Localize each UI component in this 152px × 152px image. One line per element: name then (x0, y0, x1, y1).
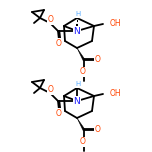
Text: OH: OH (110, 90, 122, 98)
Polygon shape (77, 118, 85, 131)
Text: H: H (75, 81, 81, 87)
Text: O: O (80, 138, 86, 147)
Text: N: N (74, 97, 80, 105)
Text: OH: OH (110, 19, 122, 29)
Polygon shape (77, 48, 85, 60)
Text: O: O (95, 55, 101, 64)
Text: O: O (48, 85, 54, 95)
Text: O: O (95, 124, 101, 133)
Text: O: O (56, 38, 62, 47)
Text: O: O (48, 16, 54, 24)
Text: N: N (74, 26, 80, 36)
Text: O: O (80, 67, 86, 76)
Text: O: O (56, 109, 62, 117)
Text: H: H (75, 11, 81, 17)
